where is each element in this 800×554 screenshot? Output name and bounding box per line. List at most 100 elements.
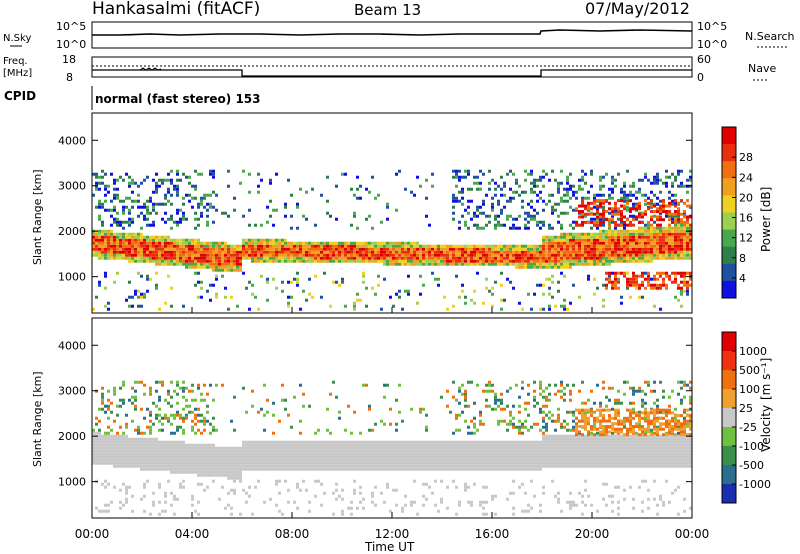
- power-cell: [182, 244, 185, 248]
- power-cell: [611, 238, 614, 242]
- power-cell: [125, 232, 128, 236]
- power-cell: [464, 250, 467, 254]
- velocity-cell: [383, 464, 386, 468]
- power-cell: [518, 253, 521, 257]
- power-cell: [668, 241, 671, 245]
- power-cell: [500, 250, 503, 254]
- velocity-cell: [473, 455, 476, 459]
- power-cell: [548, 193, 551, 197]
- power-cell: [131, 256, 134, 260]
- power-cell: [677, 232, 680, 236]
- colorbar-segment: [722, 127, 736, 145]
- power-cell: [644, 172, 647, 176]
- velocity-cell: [116, 455, 119, 459]
- power-cell: [566, 259, 569, 263]
- power-cell: [554, 259, 557, 263]
- power-cell: [683, 201, 686, 205]
- power-cell: [464, 256, 467, 260]
- velocity-cell: [116, 449, 119, 453]
- power-cell: [383, 277, 386, 281]
- power-cell: [656, 223, 659, 227]
- power-cell: [116, 223, 119, 227]
- power-cell: [605, 199, 608, 203]
- power-cell: [194, 169, 197, 173]
- velocity-cell: [269, 446, 272, 450]
- power-cell: [194, 211, 197, 215]
- power-cell: [599, 232, 602, 236]
- velocity-cell: [410, 467, 413, 471]
- power-cell: [407, 247, 410, 251]
- power-cell: [140, 295, 143, 299]
- power-cell: [542, 253, 545, 257]
- velocity-cell: [437, 509, 440, 513]
- velocity-cell: [476, 443, 479, 447]
- velocity-cell: [404, 458, 407, 462]
- power-cell: [521, 256, 524, 260]
- power-cell: [527, 202, 530, 206]
- power-cell: [674, 202, 677, 206]
- power-cell: [140, 292, 143, 296]
- power-cell: [584, 247, 587, 251]
- velocity-cell: [275, 446, 278, 450]
- velocity-cell: [326, 446, 329, 450]
- power-cell: [542, 235, 545, 239]
- power-cell: [200, 196, 203, 200]
- power-cell: [155, 181, 158, 185]
- velocity-cell: [362, 440, 365, 444]
- velocity-cell: [218, 467, 221, 471]
- velocity-cell: [119, 455, 122, 459]
- power-cell: [200, 256, 203, 260]
- velocity-cell: [110, 500, 113, 504]
- velocity-cell: [233, 428, 236, 432]
- power-cell: [665, 214, 668, 218]
- velocity-cell: [446, 443, 449, 447]
- velocity-cell: [149, 458, 152, 462]
- velocity-cell: [215, 461, 218, 465]
- velocity-cell: [104, 431, 107, 435]
- velocity-cell: [203, 416, 206, 420]
- velocity-cell: [308, 500, 311, 504]
- power-cell: [488, 253, 491, 257]
- power-cell: [200, 244, 203, 248]
- power-cell: [494, 262, 497, 266]
- velocity-cell: [308, 449, 311, 453]
- velocity-cell: [299, 455, 302, 459]
- velocity-cell: [287, 446, 290, 450]
- velocity-cell: [95, 449, 98, 453]
- power-cell: [518, 244, 521, 248]
- power-cell: [524, 169, 527, 173]
- power-cell: [173, 247, 176, 251]
- velocity-cell: [413, 443, 416, 447]
- power-cell: [110, 238, 113, 242]
- power-cell: [218, 247, 221, 251]
- power-cell: [269, 238, 272, 242]
- power-cell: [608, 277, 611, 281]
- velocity-cell: [482, 443, 485, 447]
- power-cell: [638, 274, 641, 278]
- velocity-cell: [251, 467, 254, 471]
- velocity-cell: [239, 458, 242, 462]
- velocity-cell: [128, 398, 131, 402]
- power-cell: [659, 211, 662, 215]
- velocity-cell: [200, 398, 203, 402]
- velocity-cell: [419, 443, 422, 447]
- power-cell: [227, 268, 230, 272]
- power-cell: [452, 244, 455, 248]
- velocity-cell: [458, 443, 461, 447]
- velocity-cell: [113, 458, 116, 462]
- power-cell: [500, 262, 503, 266]
- power-cell: [143, 253, 146, 257]
- power-cell: [92, 244, 95, 248]
- power-cell: [356, 175, 359, 179]
- power-cell: [167, 244, 170, 248]
- power-cell: [656, 232, 659, 236]
- velocity-cell: [395, 467, 398, 471]
- velocity-cell: [194, 413, 197, 417]
- power-cell: [662, 256, 665, 260]
- power-cell: [593, 235, 596, 239]
- power-cell: [380, 244, 383, 248]
- power-cell: [248, 253, 251, 257]
- power-cell: [611, 220, 614, 224]
- power-cell: [560, 262, 563, 266]
- velocity-cell: [179, 449, 182, 453]
